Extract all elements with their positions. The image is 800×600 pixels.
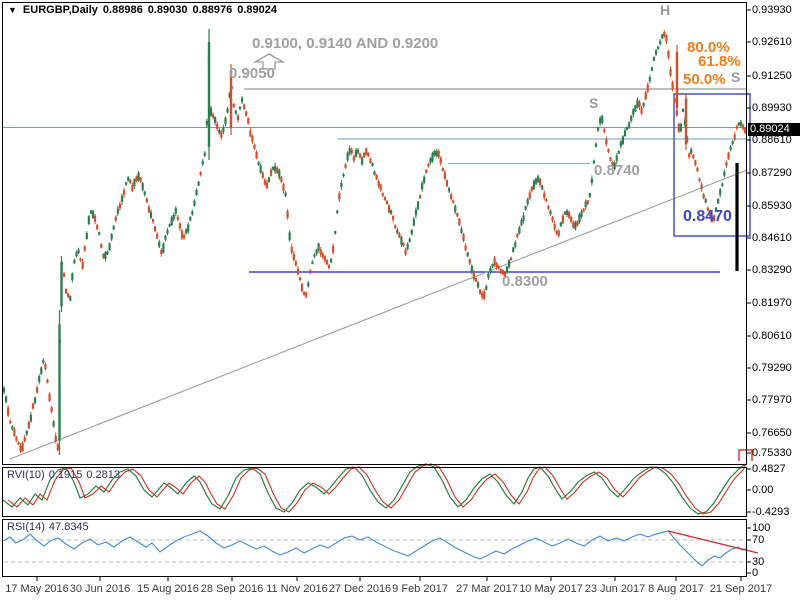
rvi-axis-tick: 0.4827 (752, 463, 786, 475)
date-axis-label: 21 Sep 2017 (709, 583, 773, 595)
rvi-axis-tick: -0.4293 (752, 506, 790, 518)
annotation-head-label: H (660, 2, 671, 18)
rvi-legend: RVI(10) 0.1915 0.2813 (7, 469, 124, 481)
date-axis-label: 8 Aug 2017 (648, 583, 704, 595)
rsi-axis-tick: 100 (752, 522, 771, 534)
date-axis-label: 11 Nov 2016 (266, 583, 328, 595)
rsi-axis-tick: 0 (752, 567, 759, 579)
date-axis-label: 10 May 2017 (519, 583, 583, 595)
rsi-axis-tick: 30 (752, 556, 765, 568)
rvi-value-signal: 0.2813 (86, 469, 121, 481)
rsi-legend: RSI(14) 47.8345 (7, 521, 93, 533)
rvi-name: RVI(10) (7, 469, 45, 481)
price-axis-tick: 0.84610 (752, 232, 792, 244)
quote-low: 0.88976 (192, 4, 233, 16)
price-axis-tick: 0.81970 (752, 297, 792, 309)
price-axis-tick: 0.91250 (752, 70, 792, 82)
current-price-tag: 0.89024 (748, 123, 800, 136)
price-axis-tick: 0.77970 (752, 394, 792, 406)
annotation-level-9050: 0.9050 (229, 65, 275, 82)
price-axis-tick: 0.75330 (752, 447, 792, 459)
fib-level-80: 80.0% (687, 39, 730, 56)
chart-title: ▼ EURGBP,Daily 0.88986 0.89030 0.88976 0.8902… (8, 4, 282, 16)
date-axis-label: 17 May 2016 (5, 583, 69, 595)
fib-level-50: 50.0% (683, 71, 726, 88)
fib-level-618: 61.8% (698, 53, 741, 70)
rvi-axis-tick: 0.00 (752, 484, 774, 496)
price-axis-tick: 0.92610 (752, 36, 792, 48)
rsi-name: RSI(14) (7, 521, 45, 533)
price-axis-tick: 0.87290 (752, 167, 792, 179)
quote-high: 0.89030 (147, 4, 188, 16)
date-axis-label: 27 Mar 2017 (456, 583, 518, 595)
date-axis-label: 30 Jun 2016 (69, 583, 131, 595)
price-axis-tick: 0.85930 (752, 200, 792, 212)
annotation-level-8300: 0.8300 (502, 273, 548, 290)
quote-close: 0.89024 (237, 4, 277, 16)
date-axis-label: 28 Sep 2016 (200, 583, 264, 595)
rsi-value: 47.8345 (48, 521, 89, 533)
price-axis-tick: 0.88610 (752, 134, 792, 146)
rvi-value-main: 0.1915 (48, 469, 83, 481)
annotation-targets: 0.9100, 0.9140 AND 0.9200 (252, 35, 439, 52)
annotation-level-8740: 0.8740 (594, 162, 640, 179)
price-axis-tick: 0.89930 (752, 102, 792, 114)
date-axis-label: 15 Aug 2016 (137, 583, 199, 595)
annotation-left-shoulder-label: S (589, 95, 599, 111)
price-axis-tick: 0.79290 (752, 362, 792, 374)
symbol-dropdown-icon[interactable]: ▼ (8, 5, 17, 15)
annotation-level-8470: 0.8470 (683, 208, 732, 225)
price-axis-tick: 0.76650 (752, 427, 792, 439)
price-axis-tick: 0.80610 (752, 330, 792, 342)
date-axis-label: 23 Jun 2017 (584, 583, 646, 595)
symbol-label: EURGBP,Daily (22, 4, 98, 16)
date-axis-label: 9 Feb 2017 (392, 583, 448, 595)
quote-open: 0.88986 (102, 4, 143, 16)
date-axis-label: 27 Dec 2016 (328, 583, 392, 595)
rsi-axis-tick: 70 (752, 534, 765, 546)
price-axis-tick: 0.93930 (752, 4, 792, 16)
price-axis-tick: 0.83290 (752, 264, 792, 276)
annotation-right-shoulder-label: S (731, 69, 741, 85)
